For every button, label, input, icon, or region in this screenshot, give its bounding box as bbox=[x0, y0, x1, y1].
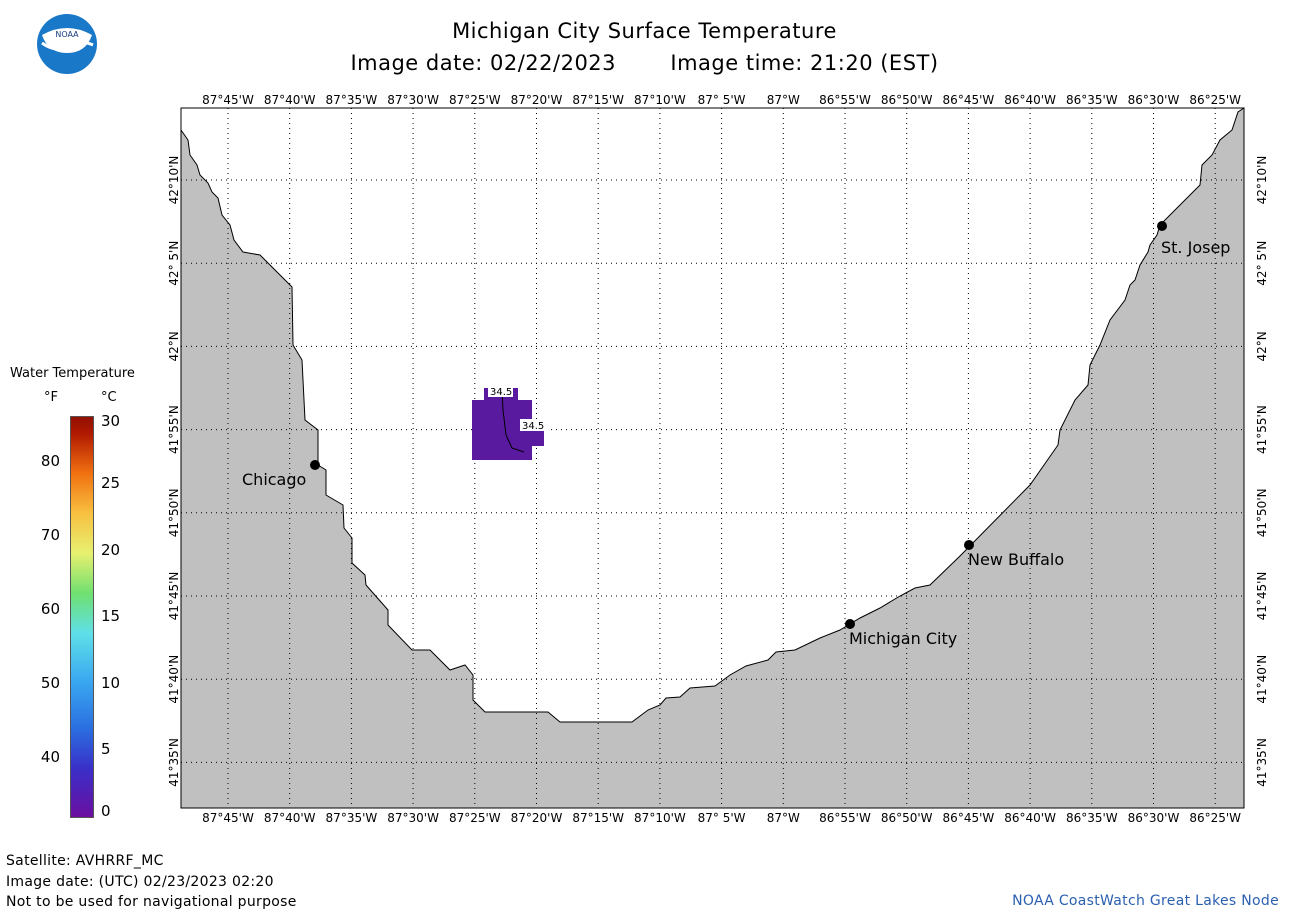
legend-title: Water Temperature bbox=[10, 366, 135, 381]
city-label-michigan-city: Michigan City bbox=[849, 629, 958, 648]
longitude-label: 86°40'W bbox=[1004, 93, 1056, 107]
latitude-label: 42°10'N bbox=[1255, 156, 1269, 205]
latitude-label: 41°55'N bbox=[167, 405, 181, 454]
logo-text: NOAA bbox=[55, 30, 79, 39]
city-label-chicago: Chicago bbox=[242, 470, 307, 489]
longitude-label: 87°30'W bbox=[387, 93, 439, 107]
longitude-label: 86°50'W bbox=[881, 93, 933, 107]
latitude-label: 41°35'N bbox=[167, 738, 181, 787]
longitude-label: 87°40'W bbox=[264, 93, 316, 107]
city-label-st-joseph: St. Josep bbox=[1161, 238, 1231, 257]
legend-tick-c: 0 bbox=[101, 802, 111, 820]
legend-tick-f: 60 bbox=[40, 600, 60, 618]
longitude-label: 87° 5'W bbox=[698, 93, 746, 107]
longitude-label: 87° 5'W bbox=[698, 811, 746, 825]
longitude-label: 86°30'W bbox=[1128, 811, 1180, 825]
longitude-label: 87°15'W bbox=[572, 93, 624, 107]
noaa-logo-icon: NOAA bbox=[37, 14, 97, 74]
latitude-label: 41°45'N bbox=[1255, 572, 1269, 621]
legend-unit-c: °C bbox=[101, 390, 117, 405]
latitude-label: 42°10'N bbox=[167, 156, 181, 205]
longitude-label: 86°35'W bbox=[1066, 93, 1118, 107]
legend-tick-f: 80 bbox=[40, 452, 60, 470]
map-title: Michigan City Surface Temperature bbox=[452, 19, 837, 43]
longitude-label: 87°40'W bbox=[264, 811, 316, 825]
longitude-label: 87°10'W bbox=[634, 93, 686, 107]
city-marker-chicago bbox=[310, 460, 320, 470]
longitude-label: 87°45'W bbox=[202, 93, 254, 107]
longitude-label: 87°25'W bbox=[449, 93, 501, 107]
latitude-label: 41°40'N bbox=[1255, 655, 1269, 704]
longitude-label: 87°15'W bbox=[572, 811, 624, 825]
legend-tick-c: 20 bbox=[101, 541, 121, 559]
longitude-label: 86°40'W bbox=[1004, 811, 1056, 825]
disclaimer: Not to be used for navigational purpose bbox=[6, 894, 297, 910]
legend-unit-f: °F bbox=[44, 390, 58, 405]
legend-tick-c: 5 bbox=[101, 740, 111, 758]
image-date: Image date: 02/22/2023 bbox=[350, 51, 617, 75]
legend-tick-f: 50 bbox=[40, 674, 60, 692]
city-label-new-buffalo: New Buffalo bbox=[968, 550, 1065, 569]
latitude-label: 42°N bbox=[1255, 331, 1269, 361]
latitude-label: 41°35'N bbox=[1255, 738, 1269, 787]
contour-label: 34.5 bbox=[490, 387, 512, 398]
longitude-label: 86°25'W bbox=[1189, 93, 1241, 107]
latitude-label: 41°40'N bbox=[167, 655, 181, 704]
latitude-label: 42°N bbox=[167, 331, 181, 361]
longitude-label: 87°30'W bbox=[387, 811, 439, 825]
longitude-label: 87°W bbox=[767, 93, 800, 107]
legend-tick-f: 70 bbox=[40, 526, 60, 544]
longitude-label: 87°25'W bbox=[449, 811, 501, 825]
legend-tick-c: 10 bbox=[101, 674, 121, 692]
legend-tick-c: 15 bbox=[101, 607, 121, 625]
city-marker-new-buffalo bbox=[964, 540, 974, 550]
longitude-label: 86°35'W bbox=[1066, 811, 1118, 825]
temperature-color-bar bbox=[70, 416, 94, 818]
longitude-label: 87°10'W bbox=[634, 811, 686, 825]
longitude-label: 87°W bbox=[767, 811, 800, 825]
longitude-label: 87°45'W bbox=[202, 811, 254, 825]
contour-label: 34.5 bbox=[522, 421, 544, 432]
satellite-info: Satellite: AVHRRF_MC bbox=[6, 853, 164, 869]
image-time: Image time: 21:20 (EST) bbox=[670, 51, 939, 75]
legend-tick-c: 30 bbox=[101, 412, 121, 430]
longitude-label: 87°20'W bbox=[511, 811, 563, 825]
longitude-label: 86°50'W bbox=[881, 811, 933, 825]
longitude-label: 87°35'W bbox=[326, 811, 378, 825]
latitude-label: 41°50'N bbox=[167, 488, 181, 537]
credit-link[interactable]: NOAA CoastWatch Great Lakes Node bbox=[1012, 893, 1279, 909]
longitude-label: 87°35'W bbox=[326, 93, 378, 107]
latitude-label: 41°50'N bbox=[1255, 488, 1269, 537]
graticule bbox=[181, 108, 1244, 808]
map-subtitle: Image date: 02/22/2023 Image time: 21:20… bbox=[0, 51, 1289, 75]
longitude-label: 86°45'W bbox=[943, 811, 995, 825]
map-frame bbox=[180, 107, 1245, 809]
legend-tick-c: 25 bbox=[101, 474, 121, 492]
city-marker-st-joseph bbox=[1157, 221, 1167, 231]
latitude-label: 42° 5'N bbox=[167, 241, 181, 286]
land-mass bbox=[180, 107, 1245, 809]
sst-patch: 34.5 34.5 bbox=[472, 385, 547, 460]
longitude-label: 86°25'W bbox=[1189, 811, 1241, 825]
latitude-label: 42° 5'N bbox=[1255, 241, 1269, 286]
utc-date-info: Image date: (UTC) 02/23/2023 02:20 bbox=[6, 874, 274, 890]
longitude-label: 87°20'W bbox=[511, 93, 563, 107]
city-marker-michigan-city bbox=[845, 619, 855, 629]
longitude-label: 86°30'W bbox=[1128, 93, 1180, 107]
latitude-label: 41°55'N bbox=[1255, 405, 1269, 454]
longitude-label: 86°45'W bbox=[943, 93, 995, 107]
legend-tick-f: 40 bbox=[40, 748, 60, 766]
longitude-label: 86°55'W bbox=[819, 93, 871, 107]
longitude-label: 86°55'W bbox=[819, 811, 871, 825]
latitude-label: 41°45'N bbox=[167, 572, 181, 621]
